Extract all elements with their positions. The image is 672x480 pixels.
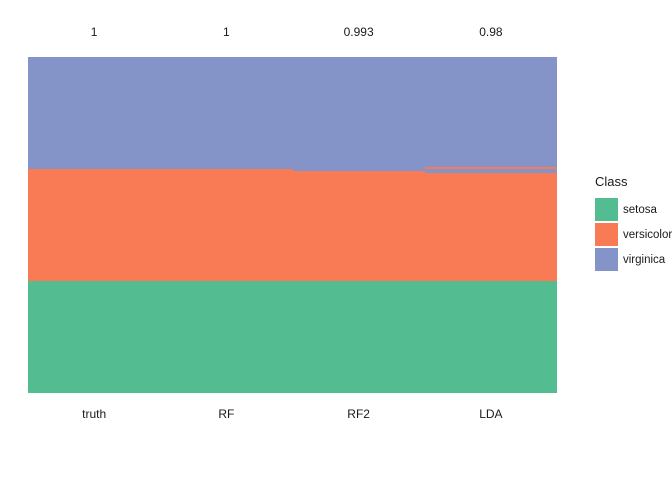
segment-virginica — [424, 168, 557, 174]
segment-setosa — [28, 281, 161, 393]
segment-setosa — [424, 280, 557, 393]
column-LDA — [424, 57, 557, 393]
segment-virginica — [160, 57, 293, 169]
segment-virginica — [28, 57, 161, 169]
legend-item-versicolor: versicolor — [595, 223, 672, 246]
segment-versicolor — [424, 166, 557, 169]
segment-setosa — [292, 280, 425, 393]
segment-versicolor — [424, 173, 557, 281]
accuracy-label-RF2: 0.993 — [343, 25, 374, 39]
x-tick-label-RF: RF — [218, 407, 235, 421]
x-tick-label-truth: truth — [82, 407, 107, 421]
column-RF — [160, 57, 293, 393]
legend-swatch-virginica — [595, 248, 618, 271]
accuracy-label-truth: 1 — [90, 25, 98, 39]
legend-title: Class — [595, 174, 628, 189]
legend-item-setosa: setosa — [595, 198, 672, 221]
segment-virginica — [424, 57, 557, 167]
legend-item-virginica: virginica — [595, 248, 672, 271]
segment-setosa — [160, 281, 293, 393]
legend-label-setosa: setosa — [623, 203, 657, 216]
accuracy-label-RF: 1 — [223, 25, 230, 39]
legend-swatch-setosa — [595, 198, 618, 221]
x-tick-label-RF2: RF2 — [347, 407, 370, 421]
accuracy-label-LDA: 0.98 — [479, 25, 503, 39]
legend-swatch-versicolor — [595, 223, 618, 246]
legend: Class setosa versicolor virginica — [595, 175, 672, 273]
segment-versicolor — [292, 171, 425, 281]
segment-versicolor — [160, 169, 293, 281]
column-truth — [28, 57, 161, 393]
legend-label-virginica: virginica — [623, 253, 666, 266]
legend-label-versicolor: versicolor — [623, 228, 672, 241]
segment-virginica — [292, 57, 425, 172]
plot-panel — [28, 57, 557, 393]
legend-items: setosa versicolor virginica — [595, 198, 672, 271]
segment-versicolor — [28, 169, 161, 281]
x-tick-label-LDA: LDA — [479, 407, 503, 421]
column-RF2 — [292, 57, 425, 393]
